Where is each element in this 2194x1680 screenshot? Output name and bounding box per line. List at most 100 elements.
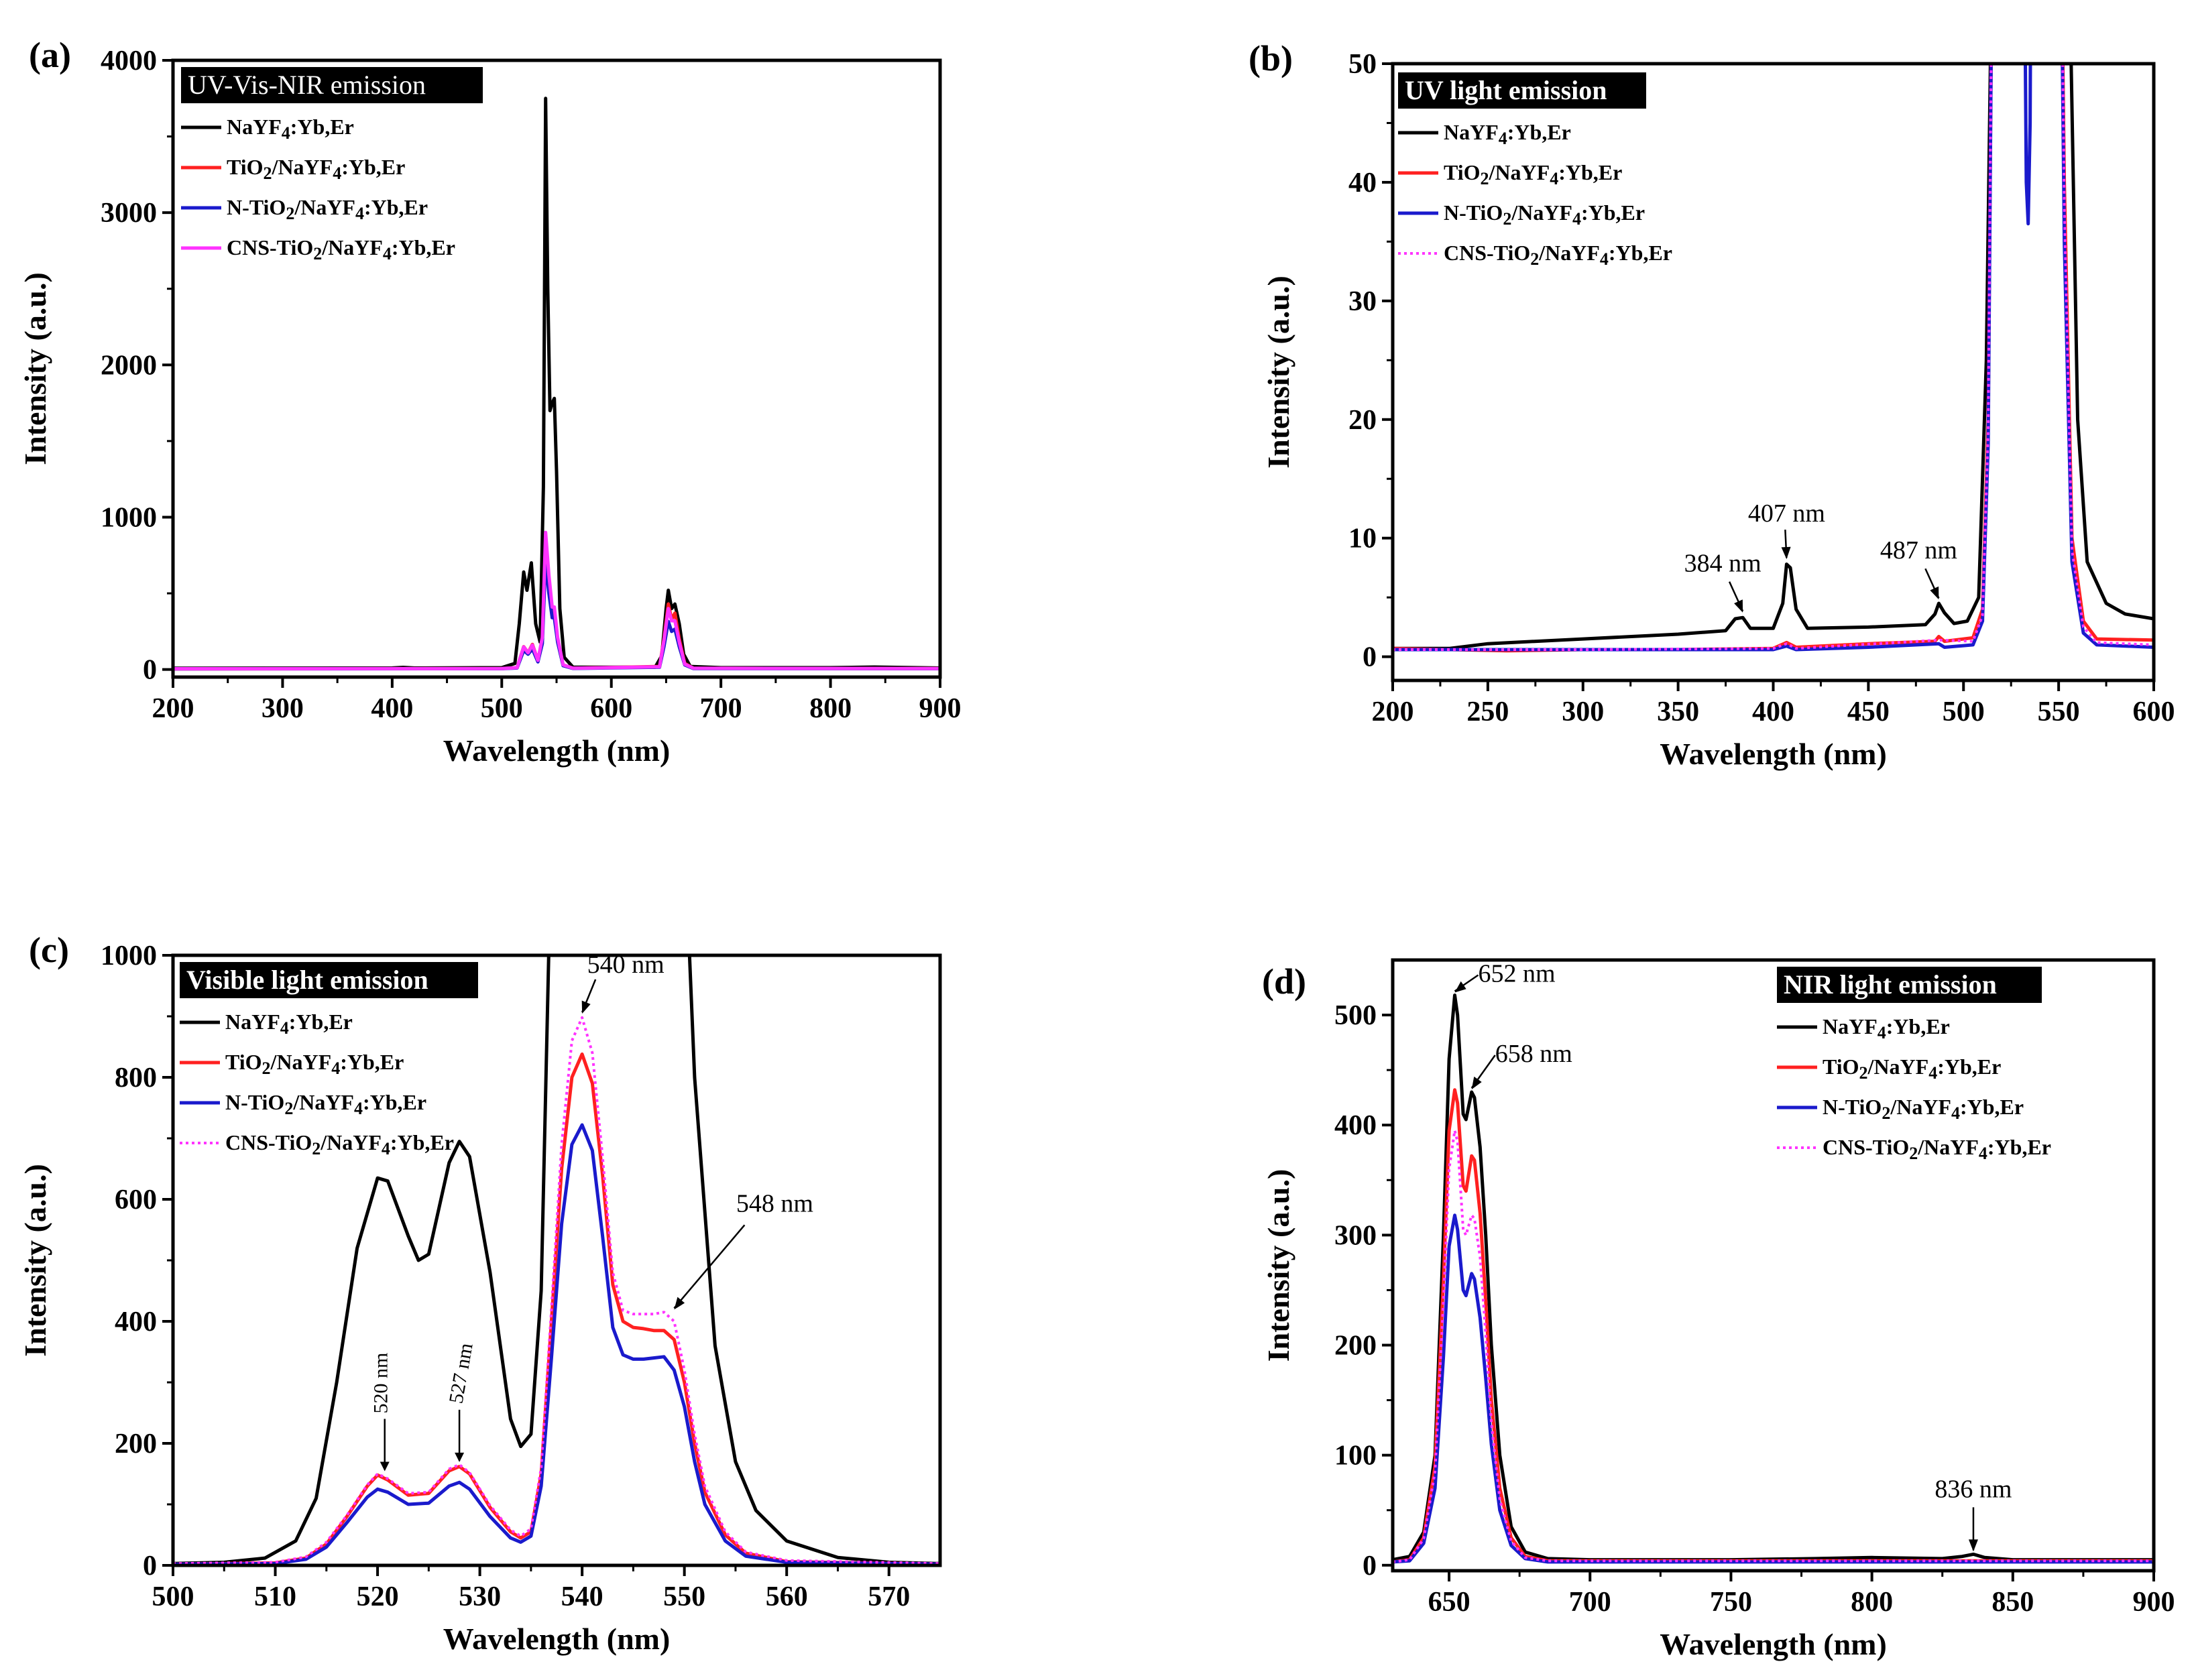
x-tick-label: 900 (2133, 1587, 2175, 1618)
y-axis-label: Intensity (a.u.) (1261, 276, 1295, 469)
legend-title: UV light emission (1405, 75, 1607, 105)
series-group (1393, 994, 2154, 1564)
annotations: 652 nm 658 nm 836 nm (1454, 960, 2012, 1552)
legend-label: N-TiO2/NaYF4:Yb,Er (227, 195, 428, 223)
panel-label: (a) (29, 35, 71, 75)
x-tick-label: 750 (1710, 1587, 1752, 1618)
legend-title-box (1398, 72, 1646, 109)
legend-label: CNS-TiO2/NaYF4:Yb,Er (1444, 241, 1672, 269)
x-tick-label: 700 (1569, 1587, 1611, 1618)
x-tick-label: 450 (1847, 697, 1890, 727)
plot-frame (1391, 62, 2156, 682)
annotation-label: 836 nm (1935, 1475, 2012, 1503)
annotation-label: 658 nm (1495, 1040, 1572, 1068)
legend-label: N-TiO2/NaYF4:Yb,Er (1823, 1095, 2024, 1123)
x-tick-label: 500 (481, 693, 523, 724)
panel-label: (b) (1249, 38, 1293, 78)
annotation-arrowhead (581, 1000, 591, 1014)
legend-title-box (1777, 967, 2042, 1003)
annotation-label: 520 nm (370, 1353, 392, 1414)
y-tick-label: 1000 (101, 941, 157, 971)
y-tick-label: 400 (115, 1307, 157, 1337)
x-axis-label: Wavelength (nm) (1660, 737, 1887, 771)
series-line-0 (1393, 994, 2154, 1562)
x-tick-label: 350 (1657, 697, 1699, 727)
panel-label: (d) (1262, 961, 1306, 1002)
x-tick-label: 400 (371, 693, 413, 724)
series-group (173, 955, 940, 1565)
legend-label: TiO2/NaYF4:Yb,Er (1823, 1055, 2001, 1083)
annotation-label: 652 nm (1478, 960, 1555, 988)
y-tick-label: 0 (1363, 1551, 1377, 1581)
legend-label: N-TiO2/NaYF4:Yb,Er (225, 1090, 426, 1118)
y-axis-label: Intensity (a.u.) (18, 272, 52, 465)
y-tick-label: 3000 (101, 198, 157, 229)
y-tick-label: 600 (115, 1185, 157, 1215)
x-tick-label: 600 (2133, 697, 2175, 727)
legend-title-box (181, 67, 483, 103)
legend-label: NaYF4:Yb,Er (1823, 1014, 1950, 1042)
legend-title: NIR light emission (1784, 969, 1997, 1000)
legend: UV-Vis-NIR emission NaYF4:Yb,Er TiO2/NaYF4… (181, 67, 483, 263)
y-tick-label: 20 (1348, 405, 1377, 436)
x-tick-label: 800 (1851, 1587, 1893, 1618)
x-tick-label: 200 (152, 693, 194, 724)
x-tick-label: 520 (357, 1581, 399, 1612)
legend-label: NaYF4:Yb,Er (1444, 120, 1571, 148)
y-tick-label: 10 (1348, 524, 1377, 554)
legend-title-box (180, 962, 478, 998)
legend-label: NaYF4:Yb,Er (227, 115, 354, 143)
y-tick-label: 0 (143, 1551, 157, 1581)
annotation-arrowhead (1734, 599, 1743, 613)
legend-label: CNS-TiO2/NaYF4:Yb,Er (227, 235, 455, 263)
x-tick-label: 510 (254, 1581, 296, 1612)
y-tick-label: 500 (1334, 1000, 1377, 1031)
annotation-label: 384 nm (1684, 550, 1762, 578)
legend: Visible light emission NaYF4:Yb,Er TiO2/Na… (180, 962, 478, 1158)
panel-2: 500 510 520 530 540 550 560 570 0 200 400 600 800 100… (18, 930, 942, 1656)
y-tick-label: 200 (1334, 1331, 1377, 1362)
x-tick-label: 700 (700, 693, 742, 724)
plot-frame (1391, 958, 2156, 1573)
y-axis-label: Intensity (a.u.) (18, 1164, 52, 1357)
annotation-arrowhead (1781, 546, 1791, 560)
annotation-arrowhead (1930, 586, 1939, 600)
x-axis-label: Wavelength (nm) (443, 733, 671, 768)
panel-0: 200 300 400 500 600 700 800 900 0 1000 2000 3000 400… (18, 35, 962, 768)
series-line-2 (173, 1123, 940, 1565)
panel-label: (c) (29, 930, 69, 970)
legend-label: TiO2/NaYF4:Yb,Er (225, 1050, 404, 1078)
y-tick-label: 0 (143, 655, 157, 686)
panel-1: 200 250 300 350 400 450 500 550 600 0 10 20 30 40 50 Wa… (1249, 38, 2175, 771)
x-tick-label: 800 (809, 693, 852, 724)
y-tick-label: 100 (1334, 1441, 1377, 1472)
annotation-label: 407 nm (1748, 499, 1825, 528)
x-tick-label: 550 (663, 1581, 705, 1612)
legend-label: CNS-TiO2/NaYF4:Yb,Er (1823, 1135, 2051, 1163)
series-line-3 (173, 1016, 940, 1565)
x-tick-label: 250 (1466, 697, 1509, 727)
x-tick-label: 400 (1752, 697, 1794, 727)
x-tick-label: 530 (459, 1581, 501, 1612)
annotation-label: 487 nm (1880, 536, 1957, 564)
plot-frame (171, 58, 942, 679)
series-line-0 (173, 955, 940, 1565)
annotations: 520 nm 527 nm 540 nm 548 nm (370, 951, 813, 1472)
series-line-3 (173, 530, 940, 670)
x-tick-label: 570 (868, 1581, 910, 1612)
y-tick-label: 4000 (101, 46, 157, 76)
series-group (173, 97, 940, 671)
legend-title: Visible light emission (186, 965, 428, 995)
x-tick-label: 900 (919, 693, 962, 724)
y-tick-label: 30 (1348, 286, 1377, 317)
x-tick-label: 500 (152, 1581, 194, 1612)
y-tick-label: 50 (1348, 49, 1377, 80)
annotation-arrowhead (455, 1452, 465, 1462)
annotation-arrowhead (1968, 1539, 1978, 1552)
x-tick-label: 200 (1372, 697, 1414, 727)
y-tick-label: 300 (1334, 1220, 1377, 1251)
legend: UV light emission NaYF4:Yb,Er TiO2/NaYF4:Y… (1398, 72, 1672, 269)
annotation-arrowhead (380, 1461, 390, 1472)
annotation-arrowhead (1454, 981, 1466, 993)
